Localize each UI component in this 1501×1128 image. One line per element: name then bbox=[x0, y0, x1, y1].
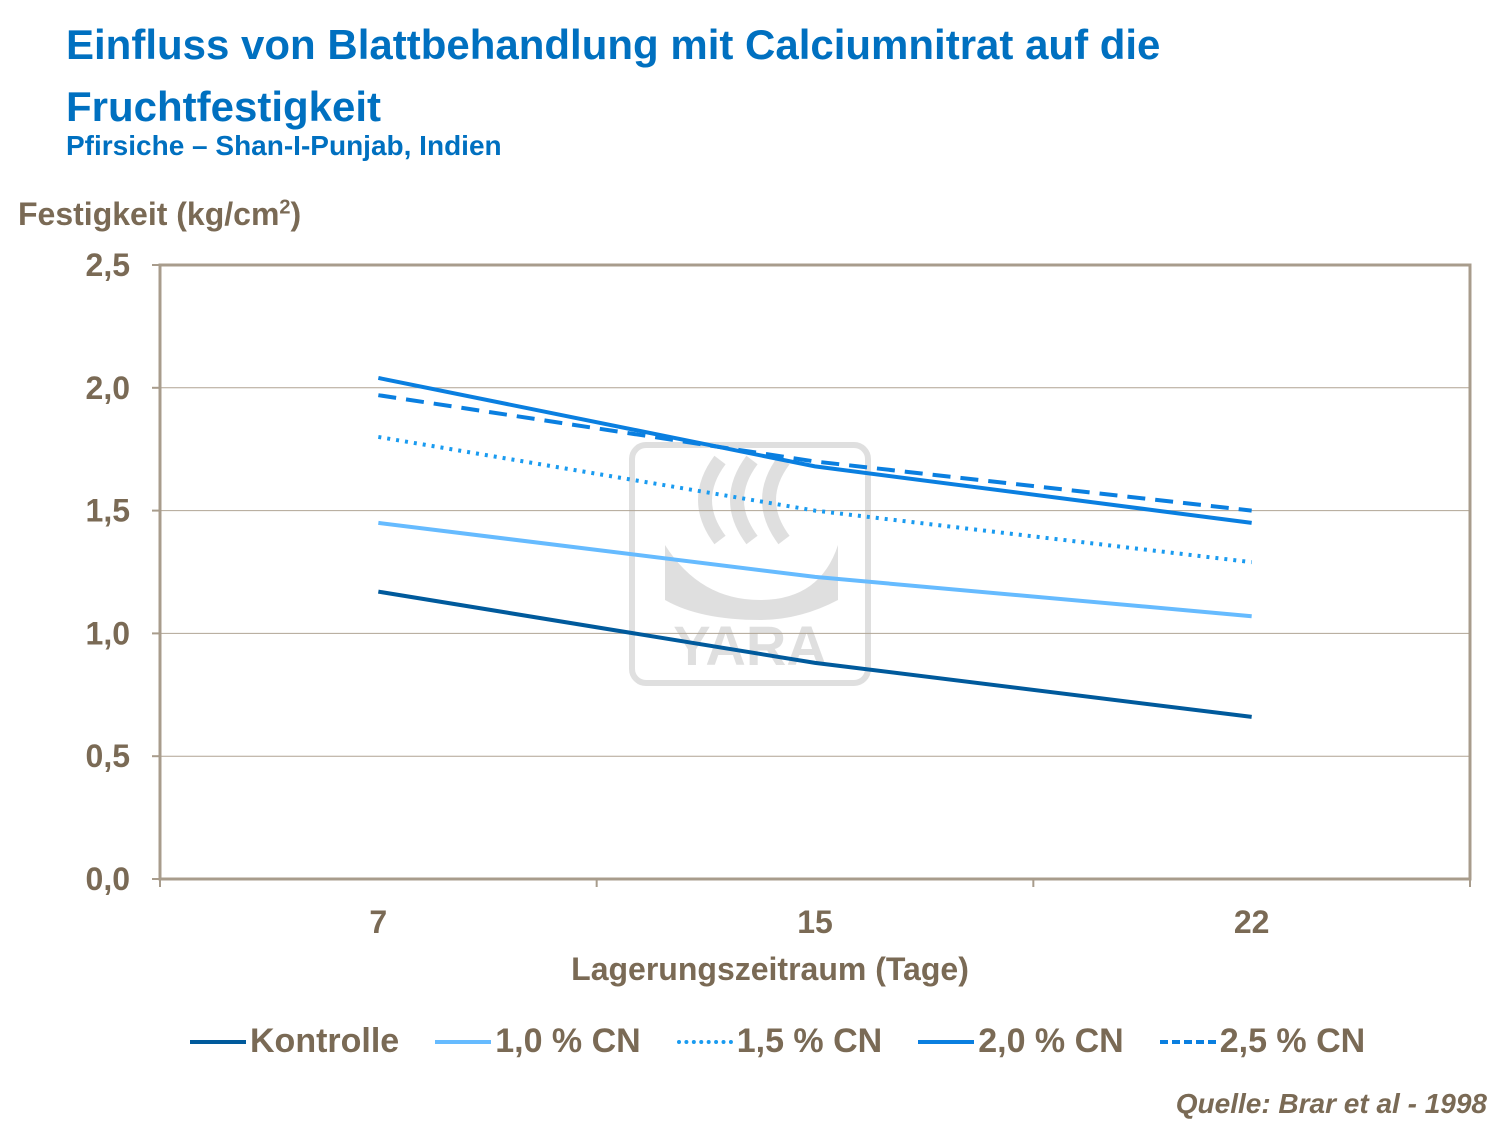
y-axis-label-end: ) bbox=[290, 196, 302, 232]
chart-title: Einfluss von Blattbehandlung mit Calcium… bbox=[66, 21, 1161, 130]
watermark-shape bbox=[629, 442, 871, 686]
legend-swatch bbox=[918, 1039, 975, 1044]
y-axis-label-sup: 2 bbox=[279, 196, 291, 219]
y-tick-label: 1,5 bbox=[86, 493, 130, 529]
y-tick-label: 2,0 bbox=[86, 370, 130, 406]
legend-item: Kontrolle bbox=[190, 1022, 399, 1061]
legend-item: 1,0 % CN bbox=[435, 1022, 641, 1061]
series-line-kontrolle bbox=[378, 589, 1252, 719]
legend-label: 1,0 % CN bbox=[495, 1022, 641, 1060]
x-tick-label: 22 bbox=[1234, 904, 1270, 940]
y-tick-label: 0,0 bbox=[86, 861, 130, 897]
series-line-2-5-cn bbox=[378, 393, 1252, 513]
legend-label: 2,0 % CN bbox=[978, 1022, 1124, 1060]
legend-swatch bbox=[676, 1039, 733, 1044]
chart-subtitle: Pfirsiche – Shan-I-Punjab, Indien bbox=[66, 130, 502, 161]
y-tick-label: 0,5 bbox=[86, 738, 130, 774]
legend-swatch bbox=[435, 1039, 492, 1044]
legend-label: 2,5 % CN bbox=[1219, 1022, 1366, 1060]
watermark-shape bbox=[698, 455, 790, 545]
x-tick-label: 7 bbox=[369, 904, 387, 940]
y-tick-label: 1,0 bbox=[86, 615, 130, 651]
plot-frame bbox=[158, 263, 1472, 881]
y-tick-label: 2,5 bbox=[86, 247, 130, 283]
x-tick-label: 15 bbox=[797, 904, 833, 940]
watermark-shape bbox=[665, 545, 838, 620]
legend-label: Kontrolle bbox=[250, 1022, 400, 1060]
series-line-1-5-cn bbox=[378, 434, 1252, 565]
legend: Kontrolle 1,0 % CN 1,5 % CN 2,0 % CN 2,5 % C… bbox=[190, 1022, 1365, 1061]
y-axis-label: Festigkeit (kg/cm2) bbox=[18, 196, 301, 233]
yara-watermark-logo: YARA bbox=[629, 442, 871, 686]
y-axis-label-text: Festigkeit (kg/cm bbox=[18, 196, 280, 232]
legend-item: 1,5 % CN bbox=[676, 1022, 883, 1061]
source-note: Quelle: Brar et al - 1998 bbox=[1175, 1088, 1487, 1119]
series-line-1-0-cn bbox=[378, 520, 1252, 619]
legend-item: 2,0 % CN bbox=[918, 1022, 1124, 1061]
x-axis-label: Lagerungszeitraum (Tage) bbox=[571, 951, 969, 987]
line-chart: YARA 0,0 0,5 1,0 1,5 2,0 2,5 7 15 22 Lagerungszeit… bbox=[86, 247, 1472, 987]
legend-swatch bbox=[1159, 1039, 1216, 1044]
legend-label: 1,5 % CN bbox=[736, 1022, 883, 1060]
legend-swatch bbox=[190, 1039, 246, 1044]
legend-item: 2,5 % CN bbox=[1159, 1022, 1366, 1061]
series-line-2-0-cn bbox=[377, 376, 1252, 525]
